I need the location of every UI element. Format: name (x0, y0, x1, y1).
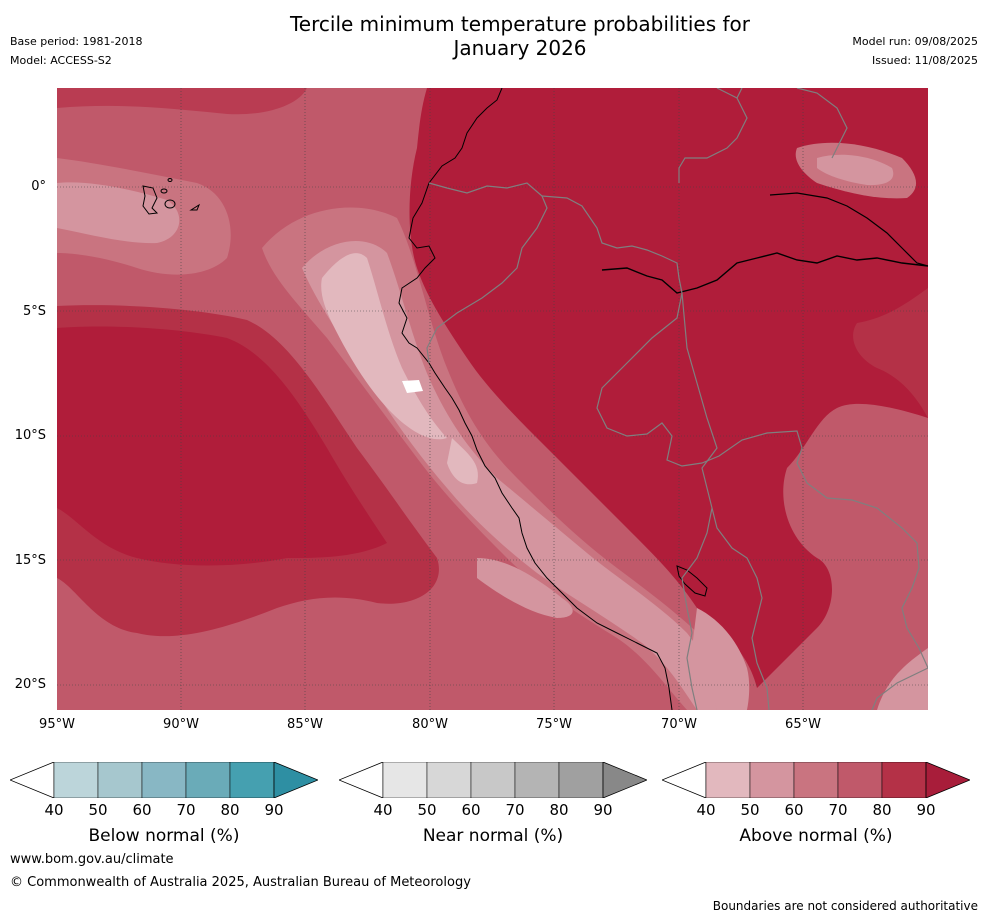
colorbar-below-normal-swatches (8, 761, 320, 799)
colorbar-tick: 70 (505, 801, 525, 819)
colorbar-extend-low (8, 761, 55, 799)
altiplano-light-patch (692, 608, 750, 710)
colorbar-swatch (53, 761, 99, 799)
website-link[interactable]: www.bom.gov.au/climate (10, 852, 174, 867)
colorbar-near-normal: 40 50 60 70 80 90 Near normal (%) (337, 761, 649, 852)
colorbar-swatch (837, 761, 883, 799)
map-title: Tercile minimum temperature probabilitie… (0, 12, 988, 60)
metadata-left: Base period: 1981-2018 Model: ACCESS-S2 (10, 32, 142, 70)
colorbar-extend-low (337, 761, 384, 799)
se-corner-patch (877, 648, 928, 710)
colorbar-tick: 40 (373, 801, 393, 819)
ne-patch-50-60 (817, 154, 894, 186)
colorbar-near-normal-swatches (337, 761, 649, 799)
issued-date: Issued: 11/08/2025 (871, 54, 978, 67)
colorbar-swatch (558, 761, 604, 799)
lon-label: 70°W (661, 717, 697, 732)
colorbar-tick: 50 (740, 801, 760, 819)
coastal-band-50-60 (302, 241, 717, 710)
andes-light-patch (477, 558, 573, 618)
colorbar-swatch (229, 761, 275, 799)
lon-label: 80°W (412, 717, 448, 732)
galapagos-inner (57, 182, 180, 244)
lon-label: 85°W (287, 717, 323, 732)
colorbar-tick: 90 (916, 801, 936, 819)
colorbar-swatch (97, 761, 143, 799)
low-probability-spot (402, 380, 423, 393)
colorbar-swatch (514, 761, 560, 799)
colorbar-tick: 80 (220, 801, 240, 819)
map-canvas (57, 88, 928, 710)
colorbar-below-normal: 40 50 60 70 80 90 Below normal (%) (8, 761, 320, 852)
colorbar-tick: 40 (44, 801, 64, 819)
title-line-1: Tercile minimum temperature probabilitie… (289, 12, 751, 36)
colorbar-label: Above normal (%) (739, 826, 893, 846)
colorbar-tick: 80 (872, 801, 892, 819)
colorbar-tick: 70 (828, 801, 848, 819)
colorbar-swatch (426, 761, 472, 799)
colorbar-swatch (141, 761, 187, 799)
colorbar-swatch (470, 761, 516, 799)
colorbar-above-normal-swatches (660, 761, 972, 799)
title-line-2: January 2026 (453, 36, 587, 60)
colorbar-extend-high (273, 761, 320, 799)
colorbar-swatch (185, 761, 231, 799)
probability-map[interactable] (57, 88, 928, 710)
colorbar-tick: 50 (417, 801, 437, 819)
metadata-right: Model run: 09/08/2025 Issued: 11/08/2025 (852, 32, 978, 70)
lat-label: 5°S (22, 304, 46, 319)
colorbar-extend-high (602, 761, 649, 799)
lake-titicaca (676, 565, 708, 597)
colorbar-swatch (382, 761, 428, 799)
colorbar-swatch (705, 761, 751, 799)
colorbar-swatch (749, 761, 795, 799)
colorbar-tick: 60 (461, 801, 481, 819)
colorbar-tick: 90 (593, 801, 613, 819)
colorbar-above-normal: 40 50 60 70 80 90 Above normal (%) (660, 761, 972, 852)
model-run: Model run: 09/08/2025 (852, 35, 978, 48)
lat-label: 10°S (14, 428, 46, 443)
colorbar-tick: 60 (784, 801, 804, 819)
lon-label: 95°W (39, 717, 75, 732)
rio-negro (769, 192, 928, 267)
colorbar-tick: 60 (132, 801, 152, 819)
model-name: Model: ACCESS-S2 (10, 54, 112, 67)
colorbar-tick: 90 (264, 801, 284, 819)
amazon-river (601, 252, 928, 294)
colorbar-tick: 80 (549, 801, 569, 819)
coastal-band-40-50 (321, 253, 447, 440)
boundary-disclaimer: Boundaries are not considered authoritat… (712, 899, 978, 913)
galapagos-islands (142, 178, 201, 215)
lat-label: 0° (31, 179, 46, 194)
country-borders (426, 88, 928, 710)
colorbar-extend-low (660, 761, 707, 799)
colorbar-swatch (881, 761, 927, 799)
lon-label: 90°W (163, 717, 199, 732)
lon-label: 65°W (785, 717, 821, 732)
colorbar-tick: 50 (88, 801, 108, 819)
north-ocean-strip (57, 88, 307, 115)
colorbar-label: Below normal (%) (88, 826, 240, 846)
east-band (853, 288, 928, 418)
lon-label: 75°W (536, 717, 572, 732)
lat-label: 20°S (14, 677, 46, 692)
colorbar-swatch (793, 761, 839, 799)
base-period: Base period: 1981-2018 (10, 35, 143, 48)
colorbar-label: Near normal (%) (422, 826, 564, 846)
coastal-spot-40-50 (447, 438, 478, 485)
colorbar-extend-high (925, 761, 972, 799)
colorbar-tick: 70 (176, 801, 196, 819)
copyright-notice: © Commonwealth of Australia 2025, Austra… (10, 875, 471, 890)
ocean-very-high-region (57, 326, 387, 566)
lat-label: 15°S (14, 553, 46, 568)
colorbar-tick: 40 (696, 801, 716, 819)
continent-very-high-region (409, 88, 928, 688)
